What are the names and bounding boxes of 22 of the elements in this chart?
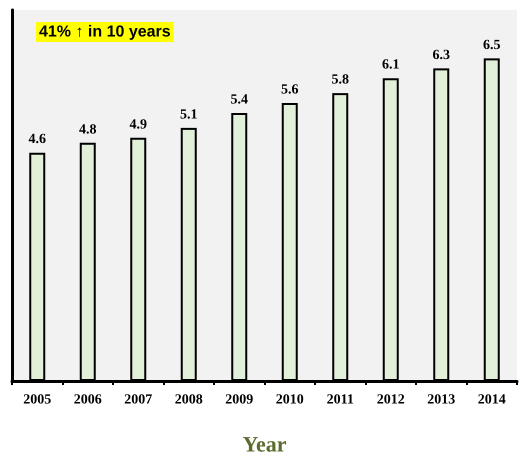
x-tick-label: 2012 xyxy=(376,392,405,408)
data-label: 5.6 xyxy=(281,82,298,98)
data-label: 6.1 xyxy=(382,58,400,73)
x-axis-title: Year xyxy=(242,432,287,456)
x-tick-label: 2010 xyxy=(276,392,304,408)
x-tick-label: 2008 xyxy=(174,392,203,408)
x-tick-label: 2005 xyxy=(23,392,52,408)
x-tick-label: 2006 xyxy=(74,392,102,408)
data-label: 5.1 xyxy=(180,107,198,122)
data-label: 4.6 xyxy=(28,132,46,148)
x-tick-label: 2014 xyxy=(478,392,506,408)
data-label: 4.8 xyxy=(79,122,96,138)
data-label: 6.5 xyxy=(483,38,500,53)
data-label: 6.3 xyxy=(432,48,450,63)
x-tick-label: 2009 xyxy=(225,392,254,408)
data-label: 5.8 xyxy=(332,72,349,88)
x-tick-label: 2007 xyxy=(124,392,152,408)
x-tick-label: 2013 xyxy=(427,392,456,408)
data-label: 5.4 xyxy=(230,92,248,108)
x-tick-label: 2011 xyxy=(326,392,354,408)
data-label: 4.9 xyxy=(130,117,147,132)
text: 41% ↑ in 10 years xyxy=(39,24,171,40)
